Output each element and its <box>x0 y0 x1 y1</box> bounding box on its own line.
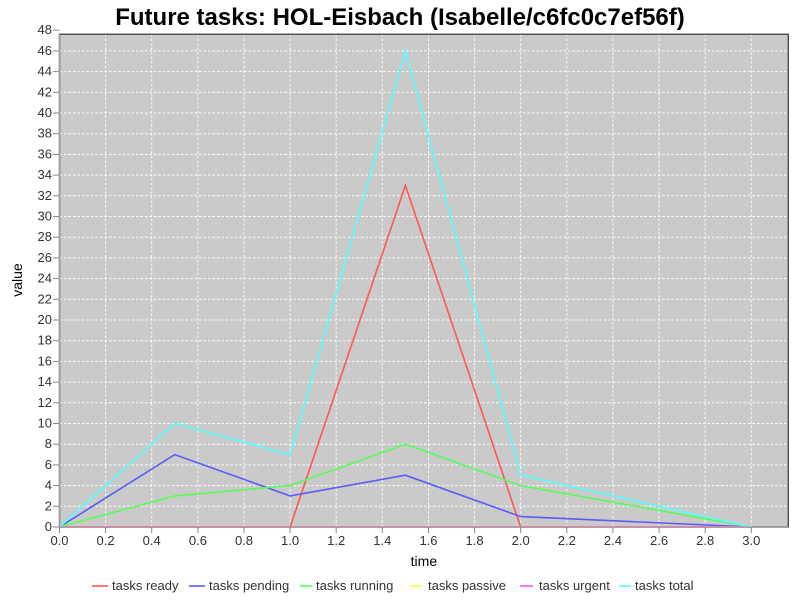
svg-text:38: 38 <box>38 126 52 141</box>
svg-text:14: 14 <box>38 374 52 389</box>
svg-text:44: 44 <box>38 64 52 79</box>
svg-text:40: 40 <box>38 105 52 120</box>
svg-text:10: 10 <box>38 416 52 431</box>
svg-text:18: 18 <box>38 333 52 348</box>
svg-text:6: 6 <box>45 457 52 472</box>
svg-text:tasks passive: tasks passive <box>428 578 506 593</box>
svg-text:2: 2 <box>45 498 52 513</box>
svg-text:0.2: 0.2 <box>97 533 115 548</box>
svg-text:24: 24 <box>38 271 52 286</box>
svg-text:26: 26 <box>38 250 52 265</box>
svg-text:0.0: 0.0 <box>50 533 68 548</box>
svg-text:2.8: 2.8 <box>696 533 714 548</box>
svg-text:tasks running: tasks running <box>316 578 393 593</box>
svg-text:time: time <box>411 553 438 569</box>
svg-text:tasks total: tasks total <box>635 578 694 593</box>
svg-text:0.4: 0.4 <box>143 533 161 548</box>
svg-text:1.6: 1.6 <box>419 533 437 548</box>
svg-text:2.2: 2.2 <box>558 533 576 548</box>
svg-text:30: 30 <box>38 209 52 224</box>
svg-text:36: 36 <box>38 146 52 161</box>
svg-text:12: 12 <box>38 395 52 410</box>
svg-text:22: 22 <box>38 291 52 306</box>
svg-text:42: 42 <box>38 84 52 99</box>
svg-text:0.6: 0.6 <box>189 533 207 548</box>
svg-text:32: 32 <box>38 188 52 203</box>
svg-text:tasks ready: tasks ready <box>112 578 179 593</box>
svg-text:2.0: 2.0 <box>512 533 530 548</box>
svg-text:3.0: 3.0 <box>742 533 760 548</box>
svg-text:2.6: 2.6 <box>650 533 668 548</box>
svg-text:16: 16 <box>38 353 52 368</box>
svg-text:2.4: 2.4 <box>604 533 622 548</box>
svg-text:tasks urgent: tasks urgent <box>539 578 610 593</box>
svg-text:28: 28 <box>38 229 52 244</box>
svg-text:1.4: 1.4 <box>373 533 391 548</box>
svg-text:46: 46 <box>38 43 52 58</box>
svg-text:34: 34 <box>38 167 52 182</box>
svg-text:0.8: 0.8 <box>235 533 253 548</box>
svg-text:1.0: 1.0 <box>281 533 299 548</box>
svg-text:1.2: 1.2 <box>327 533 345 548</box>
svg-text:20: 20 <box>38 312 52 327</box>
svg-text:1.8: 1.8 <box>466 533 484 548</box>
svg-text:8: 8 <box>45 436 52 451</box>
svg-text:tasks pending: tasks pending <box>209 578 289 593</box>
svg-text:4: 4 <box>45 478 52 493</box>
svg-text:0: 0 <box>45 519 52 534</box>
